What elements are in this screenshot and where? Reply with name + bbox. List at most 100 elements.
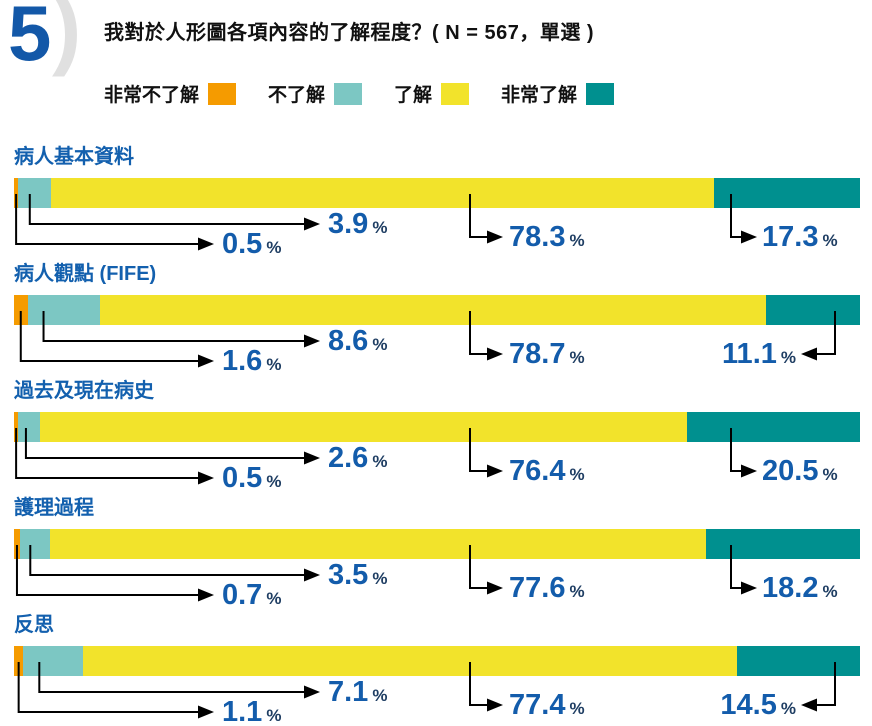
callout-arrowhead-icon xyxy=(487,347,503,361)
value-label: 7.1% xyxy=(328,677,387,711)
stacked-bar xyxy=(14,295,860,325)
value-label: 1.1% xyxy=(222,697,281,726)
callout-arrowhead-icon xyxy=(741,230,757,244)
callout-arrowhead-icon xyxy=(198,705,214,719)
percent-sign: % xyxy=(372,218,388,237)
legend-item: 非常不了解 xyxy=(104,80,237,107)
callout-line xyxy=(469,194,489,238)
percent-sign: % xyxy=(822,582,838,601)
callout-arrowhead-icon xyxy=(198,588,214,602)
legend-swatch xyxy=(334,82,363,105)
legend-swatch xyxy=(441,82,470,105)
value-label: 77.4% xyxy=(509,690,585,724)
percent-sign: % xyxy=(372,335,388,354)
callout-arrows xyxy=(15,194,757,251)
chart-row: 護理過程 3.5% 0.7% 77.6% 18.2% xyxy=(0,491,872,610)
category-label: 護理過程 xyxy=(14,497,94,519)
value-label: 14.5% xyxy=(600,690,796,724)
value-number: 3.5 xyxy=(328,559,369,591)
value-label: 18.2% xyxy=(762,573,838,607)
category-label: 病人基本資料 xyxy=(14,146,134,168)
category-label: 過去及現在病史 xyxy=(14,380,154,402)
callout-arrowhead-icon xyxy=(741,464,757,478)
question-number: 5 xyxy=(8,0,52,77)
percent-sign: % xyxy=(780,348,796,367)
callout-line xyxy=(730,545,743,589)
callout-line xyxy=(469,311,489,355)
percent-sign: % xyxy=(569,465,585,484)
decorative-paren-icon: ) xyxy=(52,0,82,77)
value-label: 11.1% xyxy=(600,339,796,373)
legend-item: 非常了解 xyxy=(501,80,615,107)
bar-segment-3 xyxy=(51,178,714,208)
chart-row: 過去及現在病史 2.6% 0.5% 76.4% 20.5% xyxy=(0,374,872,494)
callout-arrowhead-icon xyxy=(198,471,214,485)
percent-sign: % xyxy=(372,452,388,471)
value-number: 11.1 xyxy=(722,338,777,370)
bar-segment-2 xyxy=(18,178,52,208)
callout-line xyxy=(17,662,200,713)
legend-label: 非常了解 xyxy=(501,85,578,106)
value-label: 3.9% xyxy=(328,209,387,243)
callout-arrows xyxy=(15,545,757,602)
value-label: 8.6% xyxy=(328,326,387,360)
value-label: 78.7% xyxy=(509,339,585,373)
value-label: 0.5% xyxy=(222,229,281,263)
callout-arrowhead-icon xyxy=(304,568,320,582)
value-number: 77.4 xyxy=(509,689,566,721)
callout-line xyxy=(15,545,200,596)
stacked-bar xyxy=(14,178,860,208)
callout-arrowhead-icon xyxy=(487,230,503,244)
bar-segment-2 xyxy=(23,646,84,676)
value-number: 20.5 xyxy=(762,455,819,487)
percent-sign: % xyxy=(569,348,585,367)
value-number: 7.1 xyxy=(328,676,369,708)
bar-segment-2 xyxy=(19,529,50,559)
callout-line xyxy=(38,662,306,693)
bar-segment-4 xyxy=(686,412,860,442)
callout-line xyxy=(15,194,200,245)
value-number: 17.3 xyxy=(762,221,819,253)
value-number: 14.5 xyxy=(720,689,777,721)
bar-segment-3 xyxy=(100,295,767,325)
value-label: 1.6% xyxy=(222,346,281,380)
bar-segment-4 xyxy=(737,646,860,676)
callout-arrowhead-icon xyxy=(304,334,320,348)
callout-line xyxy=(15,428,200,479)
callout-line xyxy=(469,428,489,472)
callout-arrowhead-icon xyxy=(487,698,503,712)
value-number: 0.5 xyxy=(222,462,263,494)
value-number: 1.1 xyxy=(222,696,263,726)
bar-segment-1 xyxy=(14,412,19,442)
value-number: 1.6 xyxy=(222,345,263,377)
chart-row: 反思 7.1% 1.1% 77.4% 14.5% xyxy=(0,608,872,726)
value-number: 0.7 xyxy=(222,579,263,611)
callout-arrowhead-icon xyxy=(304,685,320,699)
value-label: 77.6% xyxy=(509,573,585,607)
bar-segment-1 xyxy=(14,646,24,676)
percent-sign: % xyxy=(569,582,585,601)
value-number: 77.6 xyxy=(509,572,566,604)
callout-line xyxy=(24,428,306,459)
value-number: 8.6 xyxy=(328,325,369,357)
bar-segment-2 xyxy=(18,412,41,442)
callout-line xyxy=(815,311,836,355)
value-label: 0.7% xyxy=(222,580,281,614)
callout-line xyxy=(815,662,836,706)
value-number: 0.5 xyxy=(222,228,263,260)
bar-segment-3 xyxy=(49,529,707,559)
callout-arrows xyxy=(17,662,836,719)
callout-line xyxy=(730,194,743,238)
bar-segment-2 xyxy=(27,295,101,325)
legend-swatch xyxy=(586,82,615,105)
category-label: 反思 xyxy=(14,614,54,636)
value-number: 76.4 xyxy=(509,455,566,487)
callout-line xyxy=(469,545,489,589)
callout-line xyxy=(19,311,200,362)
percent-sign: % xyxy=(266,238,282,257)
legend-swatch xyxy=(208,82,237,105)
legend-item: 了解 xyxy=(394,80,470,107)
stacked-bar xyxy=(14,529,860,559)
value-label: 76.4% xyxy=(509,456,585,490)
